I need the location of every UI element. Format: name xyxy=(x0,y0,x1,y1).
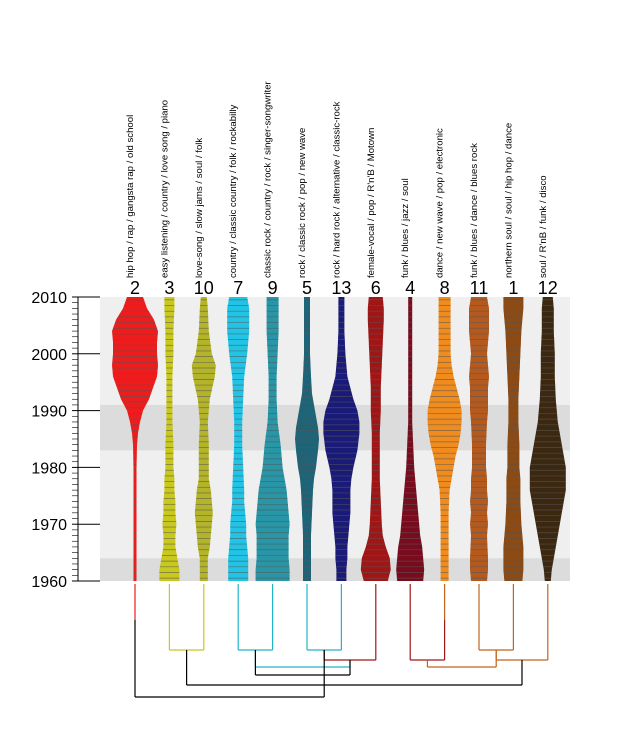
y-tick-label: 2010 xyxy=(31,290,67,307)
cluster-tags-label: northern soul / soul / hip hop / dance xyxy=(503,123,514,278)
violin-9 xyxy=(255,297,290,581)
cluster-number-label: 7 xyxy=(233,278,243,298)
y-tick-label: 1990 xyxy=(31,404,67,421)
violin-2 xyxy=(112,297,158,581)
y-tick-label: 1970 xyxy=(31,517,67,534)
violin-8 xyxy=(427,297,462,581)
cluster-number-label: 11 xyxy=(470,278,489,298)
violin-body-5 xyxy=(295,297,319,581)
violin-body-8 xyxy=(427,297,462,581)
cluster-number-label: 13 xyxy=(331,278,351,298)
cluster-tags-label: funk / blues / dance / blues rock xyxy=(469,143,480,278)
cluster-number-label: 2 xyxy=(130,278,140,298)
cluster-number-label: 1 xyxy=(508,278,518,298)
violin-11 xyxy=(469,297,489,581)
y-tick-label: 1980 xyxy=(31,460,67,477)
cluster-number-label: 6 xyxy=(371,278,381,298)
cluster-tags-label: rock / hard rock / alternative / classic… xyxy=(331,101,342,278)
cluster-tags-label: soul / R'nB / funk / disco xyxy=(538,175,549,278)
violin-10 xyxy=(191,297,216,581)
cluster-tags-label: easy listening / country / love song / p… xyxy=(159,100,170,278)
violin-4 xyxy=(396,297,425,581)
cluster-number-label: 4 xyxy=(405,278,415,298)
cluster-tags-label: love-song / slow jams / soul / folk xyxy=(194,138,205,278)
y-axis: 1960 1970 1980 1990 2000 2010 xyxy=(31,290,100,591)
dendrogram xyxy=(134,584,549,698)
cluster-tags-label: female-vocal / pop / R'n'B / Motown xyxy=(366,128,377,278)
cluster-number-label: 3 xyxy=(164,278,174,298)
cluster-tags-label: country / classic country / folk / rocka… xyxy=(228,105,239,278)
violin-series-group xyxy=(112,297,566,581)
cluster-number-label: 12 xyxy=(538,278,558,298)
violin-5 xyxy=(295,297,319,581)
cluster-number-label: 5 xyxy=(302,278,312,298)
cluster-tags-label: dance / new wave / pop / electronic xyxy=(435,128,446,278)
y-tick-label: 2000 xyxy=(31,347,67,364)
violin-6 xyxy=(360,297,391,581)
violin-12 xyxy=(529,297,566,581)
cluster-number-label: 9 xyxy=(268,278,278,298)
highlight-band xyxy=(100,558,570,581)
y-tick-label: 1960 xyxy=(31,574,67,591)
violin-3 xyxy=(159,297,180,581)
cluster-tags-label: classic rock / country / rock / singer-s… xyxy=(263,80,274,278)
violin-7 xyxy=(227,297,250,581)
cluster-tags-label: rock / classic rock / pop / new wave xyxy=(297,128,308,278)
violin-body-6 xyxy=(360,297,391,581)
cluster-number-label: 10 xyxy=(194,278,214,298)
cluster-number-label: 8 xyxy=(440,278,450,298)
cluster-tags-label: funk / blues / jazz / soul xyxy=(400,178,411,278)
cluster-tags-label: hip hop / rap / gangsta rap / old school xyxy=(125,115,136,278)
violin-1 xyxy=(503,297,524,581)
violin-13 xyxy=(323,297,360,581)
